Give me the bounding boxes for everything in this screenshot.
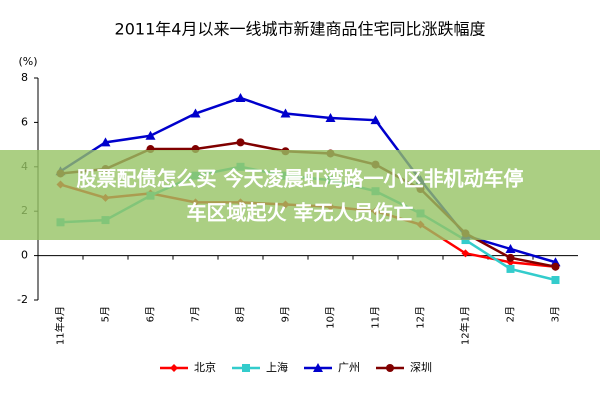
marker [236, 138, 245, 147]
marker [280, 108, 291, 118]
legend-label: 广州 [338, 361, 360, 374]
marker [100, 137, 111, 147]
x-tick-label: 5月 [100, 306, 112, 322]
x-tick-label: 8月 [235, 306, 247, 322]
y-tick-label: 6 [21, 115, 28, 128]
marker [506, 253, 515, 262]
marker [461, 236, 470, 245]
chart-title: 2011年4月以来一线城市新建商品住宅同比涨跌幅度 [115, 20, 486, 39]
overlay-text: 股票配债怎么买 今天凌晨虹湾路一小区非机动车停 [77, 167, 524, 191]
marker [505, 243, 516, 253]
y-tick-label: 8 [21, 71, 28, 84]
x-tick-label: 3月 [550, 306, 562, 322]
x-tick-label: 12年1月 [459, 306, 472, 345]
marker [190, 108, 201, 118]
y-tick-label: 0 [21, 249, 28, 262]
legend-label: 深圳 [410, 361, 432, 374]
x-tick-label: 11月 [370, 306, 382, 329]
marker [145, 130, 156, 140]
overlay-text: 车区域起火 幸无人员伤亡 [187, 201, 414, 225]
x-tick-label: 2月 [505, 306, 517, 322]
y-unit: (%) [18, 55, 37, 68]
marker [325, 112, 336, 122]
marker [551, 262, 560, 271]
x-tick-label: 11年4月 [54, 306, 67, 345]
y-tick-label: -2 [17, 293, 28, 306]
x-tick-label: 7月 [190, 306, 202, 322]
overlay-banner [0, 150, 600, 240]
legend-label: 上海 [266, 360, 288, 374]
marker [242, 364, 250, 372]
x-tick-label: 6月 [145, 306, 157, 322]
marker [506, 264, 515, 273]
marker [170, 364, 178, 372]
marker [551, 276, 560, 285]
x-tick-label: 9月 [280, 306, 292, 322]
marker [386, 364, 394, 372]
marker [235, 92, 246, 102]
marker [461, 249, 470, 258]
marker [370, 115, 381, 125]
x-tick-label: 10月 [325, 306, 337, 329]
marker [313, 363, 323, 372]
x-tick-label: 12月 [415, 306, 427, 329]
legend-label: 北京 [194, 360, 216, 374]
